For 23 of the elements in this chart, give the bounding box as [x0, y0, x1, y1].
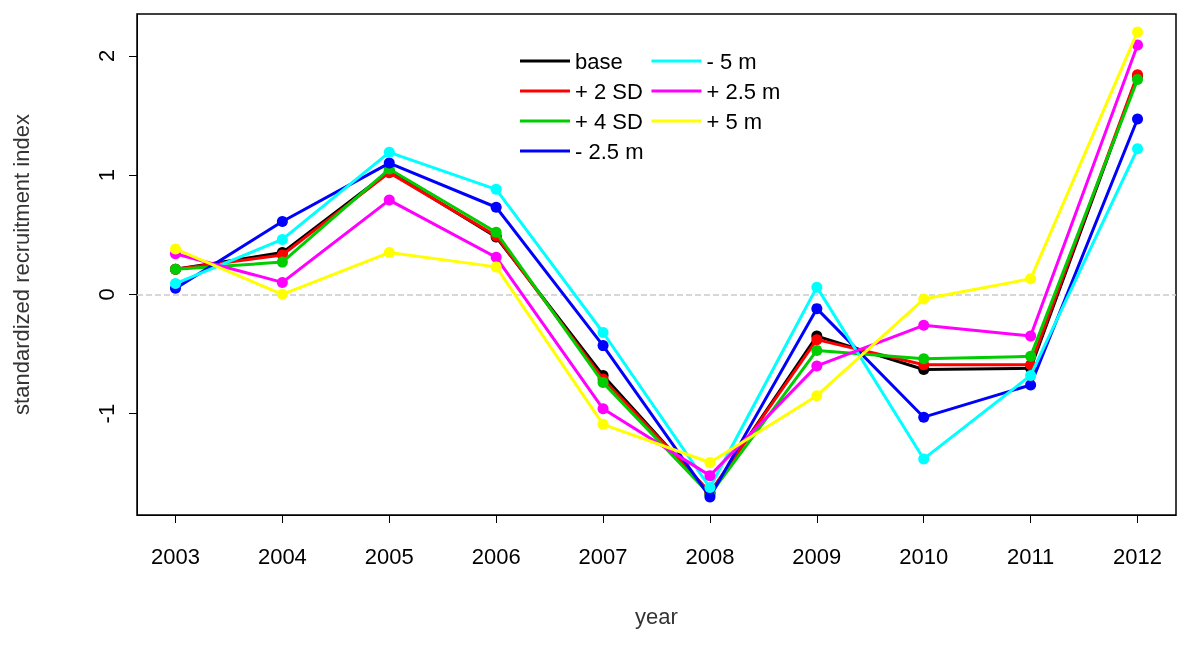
- x-tick-label: 2007: [578, 543, 628, 569]
- legend-label: + 4 SD: [575, 108, 643, 134]
- x-tick-label: 2006: [471, 543, 521, 569]
- x-tick-label: 2008: [685, 543, 735, 569]
- legend-label: base: [575, 48, 623, 74]
- x-tick-label: 2010: [899, 543, 949, 569]
- x-tick-label: 2004: [257, 543, 307, 569]
- legend-label: + 2.5 m: [706, 78, 781, 104]
- y-tick-label: 2: [93, 49, 119, 62]
- y-axis-title: standardized recruitment index: [8, 114, 34, 415]
- legend-label: - 2.5 m: [575, 138, 644, 164]
- legend-label: + 2 SD: [575, 78, 643, 104]
- x-tick-label: 2012: [1113, 543, 1162, 569]
- x-tick-label: 2005: [364, 543, 414, 569]
- y-tick-label: 0: [93, 288, 119, 301]
- y-tick-label: 1: [93, 168, 119, 182]
- x-axis-title: year: [635, 603, 678, 629]
- legend-label: - 5 m: [706, 48, 757, 74]
- legend-label: + 5 m: [706, 108, 763, 134]
- x-tick-label: 2011: [1006, 543, 1055, 569]
- x-tick-label: 2003: [151, 543, 200, 569]
- x-tick-label: 2009: [792, 543, 842, 569]
- y-tick-label: -1: [93, 403, 119, 424]
